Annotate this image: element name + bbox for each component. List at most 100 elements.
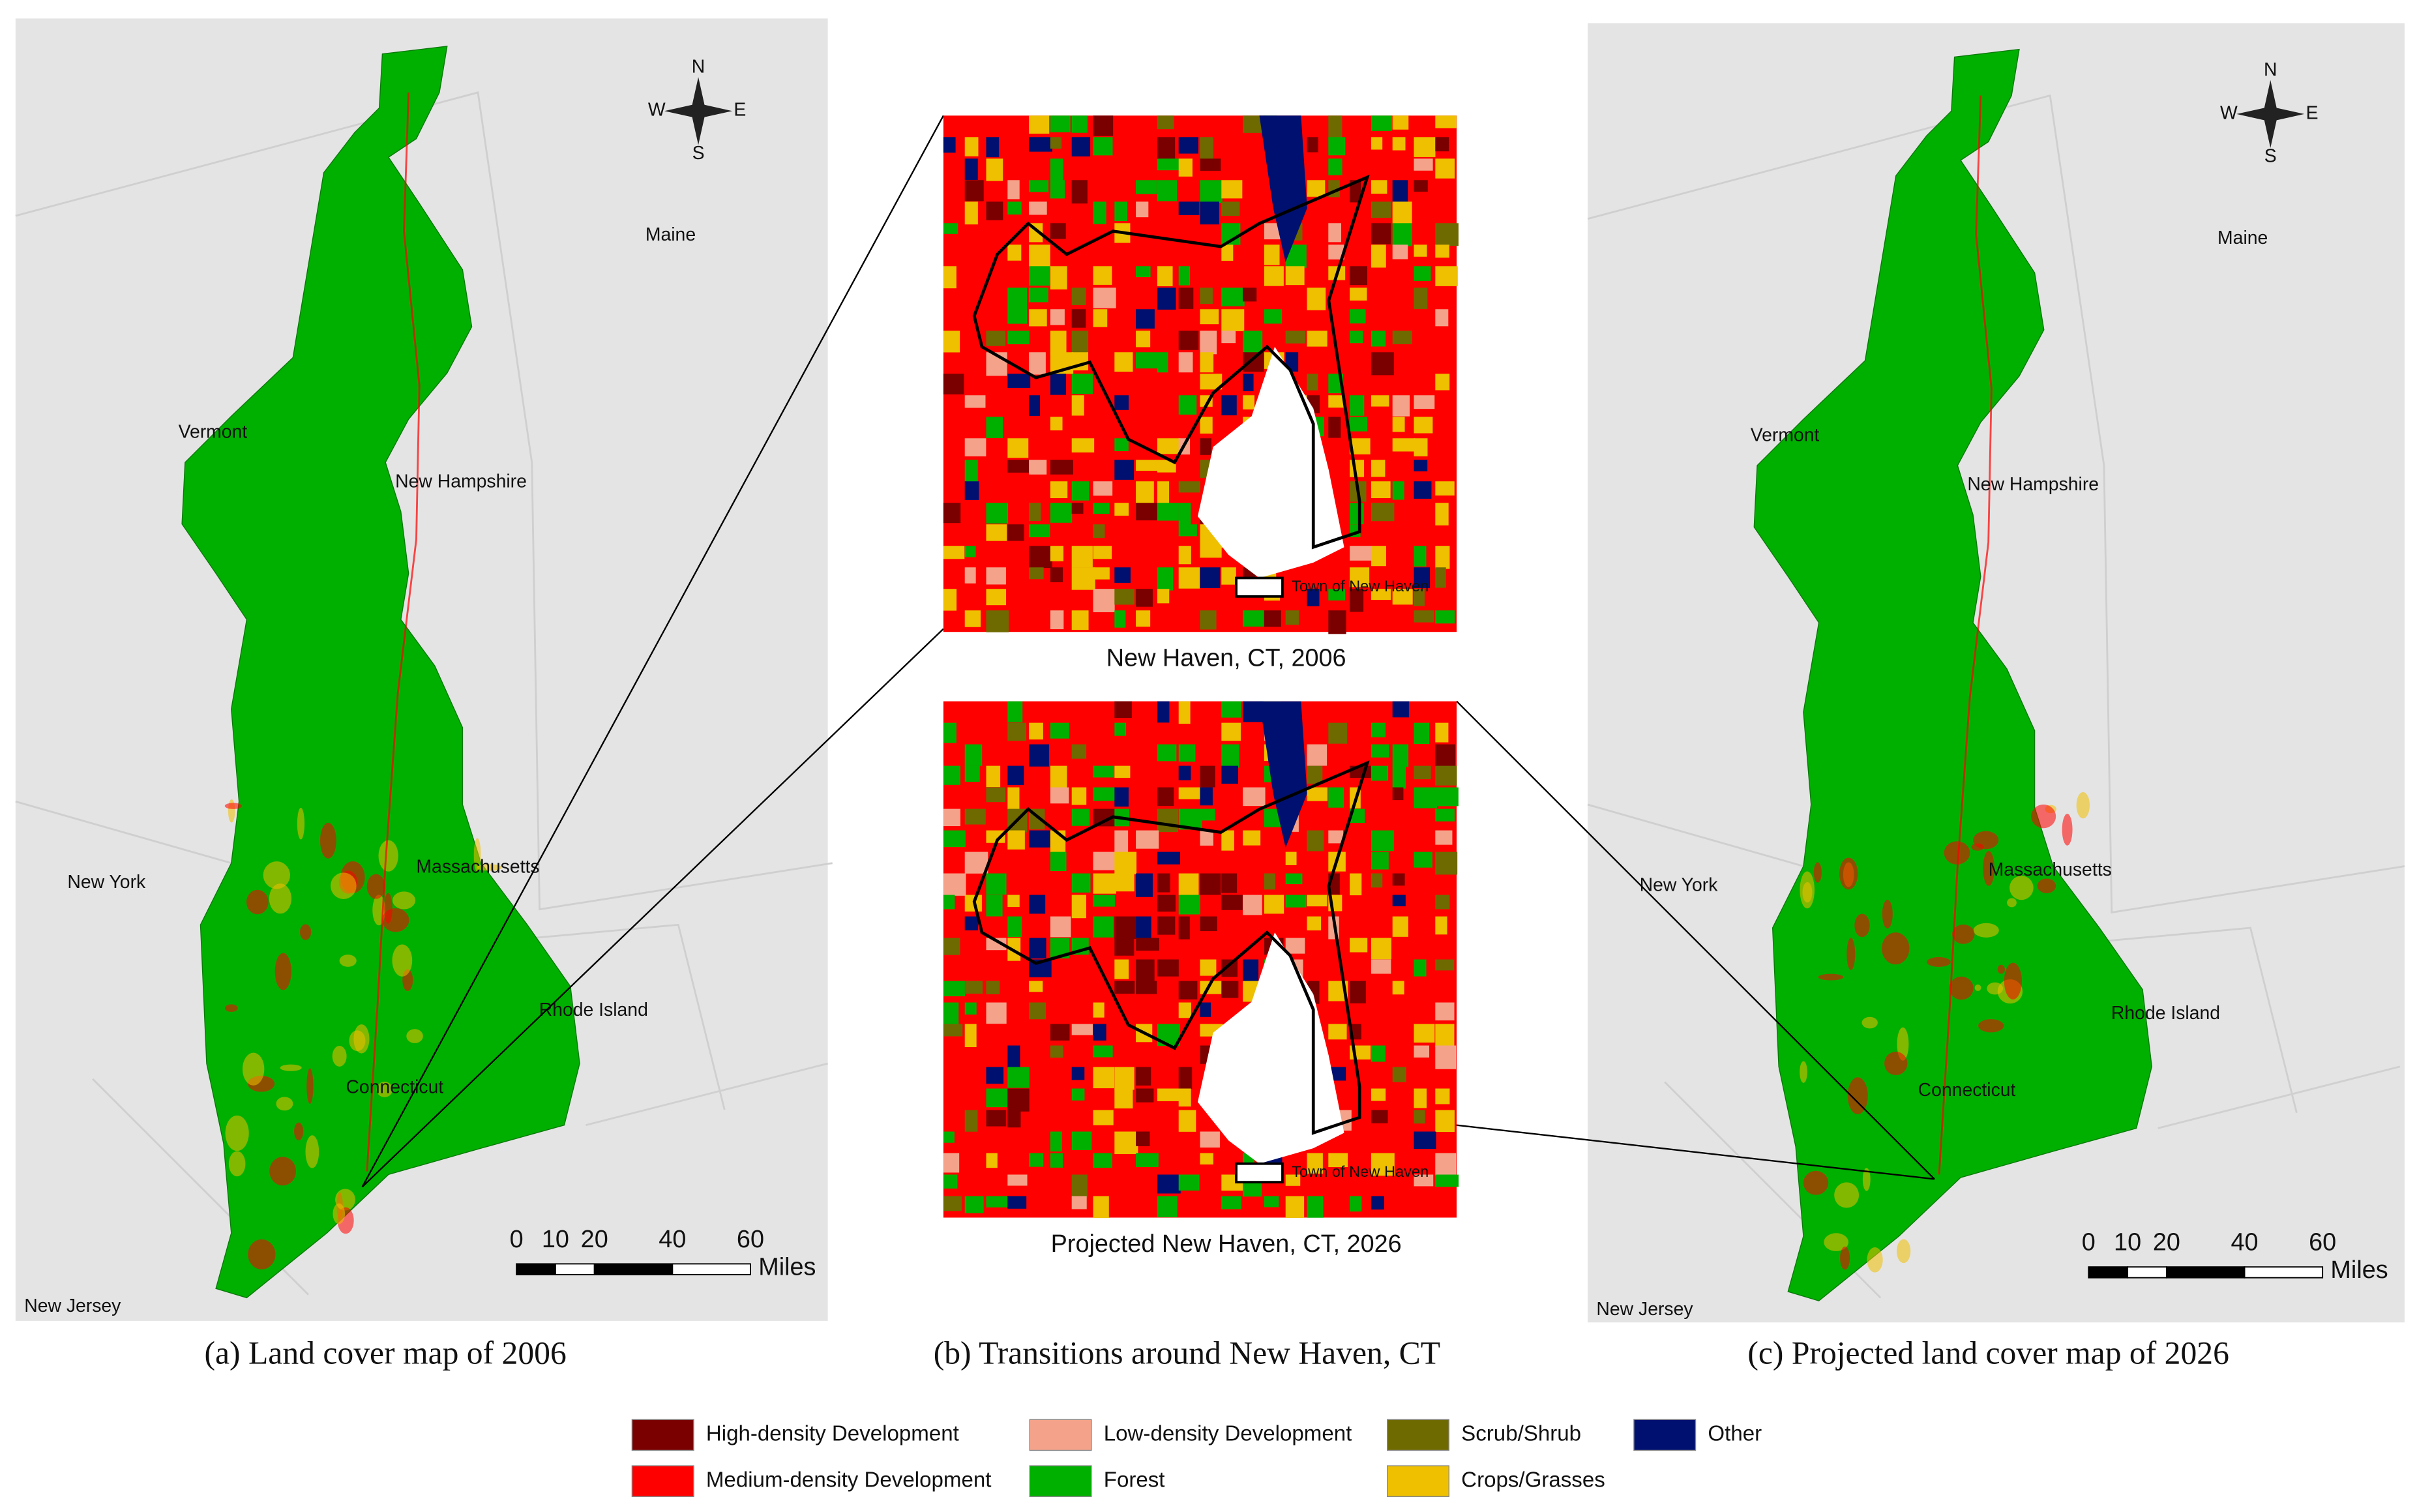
development-patch [332, 1046, 347, 1067]
land-cover-cell [1307, 765, 1323, 784]
land-cover-cell [986, 765, 1001, 788]
panel-caption: (b) Transitions around New Haven, CT [934, 1335, 1440, 1371]
land-cover-cell [1243, 830, 1261, 846]
land-cover-cell [1136, 180, 1157, 194]
land-cover-cell [1114, 981, 1135, 994]
land-cover-cell [1007, 1067, 1030, 1088]
land-cover-cell [1328, 417, 1341, 438]
land-cover-cell [1050, 610, 1064, 630]
land-cover-cell [964, 610, 981, 627]
land-cover-cell [1200, 546, 1222, 558]
land-cover-cell [1414, 481, 1432, 499]
land-cover-cell [1264, 873, 1275, 890]
land-cover-cell [1136, 460, 1158, 471]
land-cover-cell [1093, 201, 1106, 224]
land-cover-cell [1114, 852, 1137, 874]
land-cover-cell [1392, 180, 1408, 203]
land-cover-cell [1435, 808, 1455, 822]
land-cover-cell [1414, 1024, 1435, 1043]
state-label: Maine [645, 224, 696, 245]
land-cover-cell [1136, 830, 1159, 849]
land-cover-cell [1200, 959, 1217, 976]
land-cover-cell [1114, 959, 1129, 979]
land-cover-cell [1178, 787, 1202, 799]
land-cover-cell [1414, 137, 1436, 157]
land-cover-cell [1200, 438, 1211, 455]
land-cover-cell [964, 438, 986, 456]
land-cover-cell [1029, 938, 1046, 959]
land-cover-cell [1157, 916, 1176, 935]
legend-swatch [1387, 1419, 1449, 1451]
land-cover-cell [1114, 1067, 1134, 1090]
land-cover-cell [1392, 115, 1409, 130]
land-cover-cell [1414, 1131, 1436, 1149]
land-cover-cell [1435, 223, 1459, 246]
land-cover-cell [1435, 744, 1456, 767]
land-cover-cell [1029, 744, 1049, 767]
land-cover-cell [1392, 873, 1405, 886]
land-cover-cell [1414, 266, 1431, 281]
land-cover-cell [1114, 701, 1133, 719]
land-cover-cell [1114, 352, 1133, 372]
land-cover-cell [1007, 830, 1025, 850]
land-cover-cell [1328, 610, 1346, 634]
land-cover-cell [1414, 1110, 1425, 1124]
land-cover-cell [1136, 331, 1151, 348]
land-cover-cell [1350, 503, 1364, 525]
land-cover-cell [1114, 438, 1129, 451]
land-cover-cell [1050, 417, 1063, 431]
land-cover-cell [1071, 787, 1087, 805]
land-cover-cell [1071, 808, 1090, 826]
land-cover-cell [1435, 567, 1446, 588]
town-outline [972, 174, 1370, 550]
development-patch [392, 944, 413, 977]
compass-letter: W [648, 100, 666, 121]
land-cover-cell [1350, 180, 1361, 203]
land-cover-cell [986, 981, 1000, 994]
legend-label: Scrub/Shrub [1461, 1422, 1581, 1446]
land-cover-cell [1071, 873, 1091, 893]
land-cover-cell [1285, 938, 1305, 954]
land-cover-cell [1435, 959, 1455, 971]
land-cover-cell [1178, 395, 1197, 415]
development-patch [228, 799, 235, 823]
panel-caption: (c) Projected land cover map of 2026 [1747, 1335, 2229, 1371]
land-cover-cell [1435, 503, 1449, 526]
land-cover-cell [1157, 567, 1174, 591]
land-cover-cell [1328, 1024, 1347, 1040]
land-cover-cell [986, 830, 1005, 843]
land-cover-cell [1071, 115, 1088, 133]
land-cover-cell [1093, 481, 1113, 496]
land-cover-cell [1435, 1110, 1455, 1133]
land-cover-cell [1050, 481, 1068, 498]
land-cover-cell [1157, 589, 1170, 604]
land-cover-cell [1136, 589, 1153, 607]
land-cover-cell [1071, 288, 1086, 306]
compass-letter: E [2306, 102, 2319, 123]
land-cover-cell [1350, 873, 1362, 896]
land-cover-cell [1178, 266, 1191, 286]
land-cover-cell [1007, 201, 1022, 215]
development-patch [242, 1052, 265, 1086]
land-cover-cell [1435, 722, 1449, 743]
development-patch [1983, 851, 1994, 886]
land-cover-cell [1114, 395, 1129, 410]
land-cover-cell [1243, 352, 1264, 372]
land-cover-cell [1178, 1002, 1191, 1018]
land-cover-cell [1071, 567, 1095, 590]
scale-tick-label: 40 [659, 1226, 686, 1253]
development-patch [1897, 1027, 1909, 1061]
development-patch [1882, 932, 1910, 965]
land-cover-cell [1435, 158, 1455, 179]
land-cover-cell [1371, 395, 1389, 407]
land-cover-cell [1243, 374, 1254, 392]
land-cover-cell [1200, 201, 1219, 225]
land-cover-cell [1050, 1153, 1063, 1168]
land-cover-cell [1243, 959, 1259, 983]
development-patch [1896, 1239, 1911, 1264]
land-cover-cell [1264, 895, 1284, 914]
land-cover-cell [1050, 1045, 1063, 1058]
land-cover-cell [1414, 546, 1427, 567]
state-label: Connecticut [346, 1076, 443, 1097]
land-cover-cell [1157, 438, 1181, 454]
